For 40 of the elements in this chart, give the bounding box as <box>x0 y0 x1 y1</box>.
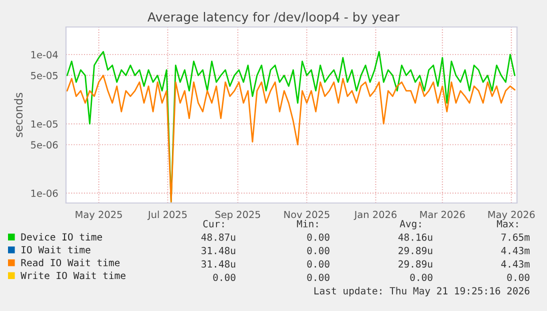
x-tick-label: May 2026 <box>488 210 535 220</box>
text: 48.87u <box>201 233 236 241</box>
legend-label: Device IO time <box>21 233 102 241</box>
text: Max: <box>496 220 518 228</box>
text: 0.00 <box>307 260 330 268</box>
text: 29.89u <box>398 246 432 254</box>
y-tick-label: 1e-06 <box>31 190 58 197</box>
y-axis-title: seconds <box>14 92 23 138</box>
text: 4.43m <box>501 260 530 268</box>
text: 31.48u <box>202 260 236 268</box>
text: 0.00 <box>307 233 330 241</box>
text: Min: <box>296 220 318 228</box>
text: 0.00 <box>410 274 432 282</box>
text: 0.00 <box>507 274 530 282</box>
x-tick-label: Mar 2026 <box>420 210 465 218</box>
text: 4.43m <box>501 246 530 254</box>
text: 0.00 <box>213 274 236 282</box>
legend-label: Read IO Wait time <box>21 258 120 266</box>
x-tick-label: May 2025 <box>76 210 122 220</box>
chart-title: Average latency for /dev/loop4 - by year <box>148 12 400 24</box>
text: Last update: Thu May 21 19:25:16 2026 <box>314 286 530 296</box>
y-tick-label: 5e-06 <box>31 141 58 149</box>
x-tick-label: Jul 2025 <box>147 210 187 220</box>
x-tick-label: Sep 2025 <box>215 210 260 220</box>
text: 0.00 <box>307 274 330 282</box>
text: Cur: <box>203 220 224 228</box>
text: Avg: <box>400 220 421 230</box>
line-series <box>66 74 516 202</box>
x-tick-label: Nov 2025 <box>284 210 330 218</box>
legend-label: Write IO Wait time <box>20 272 126 280</box>
text: 48.16u <box>398 233 432 241</box>
legend-label: IO Wait time <box>22 246 90 254</box>
y-tick-label: 5e-05 <box>31 72 58 80</box>
text: 0.00 <box>307 246 330 254</box>
text: 7.65m <box>501 233 530 241</box>
x-tick-label: Jan 2026 <box>354 210 397 220</box>
text: 29.89u <box>398 260 432 268</box>
y-tick-label: 1e-04 <box>31 51 58 58</box>
y-tick-label: 1e-05 <box>31 120 58 128</box>
text: 31.48u <box>202 246 236 254</box>
